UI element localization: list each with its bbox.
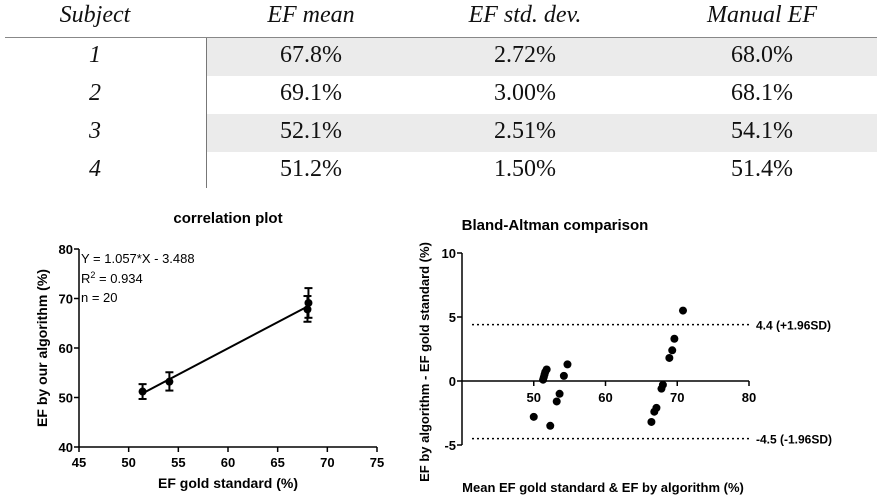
cell-manual-ef: 54.1% [731,118,793,144]
regression-equation: Y = 1.057*X - 3.488 [81,251,195,266]
cell-ef-std: 1.50% [494,156,556,182]
cell-ef-mean: 52.1% [280,118,342,144]
x-tick-label: 60 [598,390,612,405]
cell-manual-ef: 68.1% [731,80,793,106]
cell-subject: 2 [89,80,101,106]
data-point [559,371,568,380]
header-manual-ef: Manual EF [707,2,817,28]
cell-ef-mean: 69.1% [280,80,342,106]
header-subject: Subject [59,2,131,28]
data-point [678,306,687,315]
data-point [552,397,561,406]
y-tick-label: 0 [449,374,456,389]
cell-subject: 3 [89,118,101,144]
limit-of-agreement-label: -4.5 (-1.96SD) [756,433,832,447]
r-squared-label: R2 = 0.934 [81,270,143,286]
x-tick-label: 60 [221,455,235,470]
y-tick-label: 80 [59,242,73,257]
y-tick-label: 40 [59,440,73,455]
cell-ef-std: 2.72% [494,42,556,68]
y-axis-label: EF by algorithm - EF gold standard (%) [417,242,432,482]
data-point [542,365,551,374]
y-axis-label: EF by our algorithm (%) [34,269,50,427]
data-point [652,403,661,412]
row-shading [207,114,877,152]
data-point [665,353,674,362]
x-tick-label: 70 [670,390,684,405]
bland-altman-plot: Bland-Altman comparison -5 0 5 10 50 60 70 80 Mea… [417,217,832,495]
cell-ef-mean: 67.8% [280,42,342,68]
cell-subject: 1 [89,42,101,68]
x-tick-label: 65 [270,455,284,470]
header-divider [5,37,877,38]
chart-title: correlation plot [173,210,282,227]
header-ef-std: EF std. dev. [468,2,582,28]
limit-of-agreement-label: 4.4 (+1.96SD) [756,319,831,333]
cell-subject: 4 [89,156,101,182]
chart-title: Bland-Altman comparison [462,217,649,234]
x-tick-label: 45 [72,455,86,470]
n-label: n = 20 [81,290,118,305]
table-row: 3 52.1% 2.51% 54.1% [0,114,877,152]
table-row: 2 69.1% 3.00% 68.1% [0,76,877,114]
cell-ef-std: 2.51% [494,118,556,144]
y-tick-label: 60 [59,341,73,356]
data-point [304,298,313,307]
x-tick-label: 75 [370,455,384,470]
header-ef-mean: EF mean [267,2,355,28]
ef-table: Subject EF mean EF std. dev. Manual EF 1… [0,0,877,190]
x-tick-label: 50 [121,455,135,470]
cell-ef-std: 3.00% [494,80,556,106]
table-row: 1 67.8% 2.72% 68.0% [0,38,877,76]
x-axis-label: Mean EF gold standard & EF by algorithm … [462,480,744,495]
data-point [647,417,656,426]
data-point [668,346,677,355]
cell-manual-ef: 68.0% [731,42,793,68]
y-tick-label: -5 [444,438,456,453]
data-point [138,387,147,396]
cell-manual-ef: 51.4% [731,156,793,182]
y-tick-label: 10 [442,246,456,261]
column-divider [206,38,207,188]
data-point [529,412,538,421]
data-point [546,421,555,430]
y-tick-label: 50 [59,391,73,406]
y-tick-label: 70 [59,292,73,307]
correlation-plot: correlation plot 40 50 60 70 80 45 50 55 60 65 70 75… [34,210,384,491]
y-tick-label: 5 [449,310,456,325]
table-row: 4 51.2% 1.50% 51.4% [0,152,877,190]
x-axis-label: EF gold standard (%) [158,475,298,491]
x-tick-label: 50 [527,390,541,405]
x-tick-label: 55 [171,455,185,470]
cell-ef-mean: 51.2% [280,156,342,182]
data-point [165,377,174,386]
data-point [563,360,572,369]
row-shading [207,38,877,76]
data-point [658,380,667,389]
x-tick-label: 80 [742,390,756,405]
data-point [555,389,564,398]
x-tick-label: 70 [320,455,334,470]
data-point [670,334,679,343]
